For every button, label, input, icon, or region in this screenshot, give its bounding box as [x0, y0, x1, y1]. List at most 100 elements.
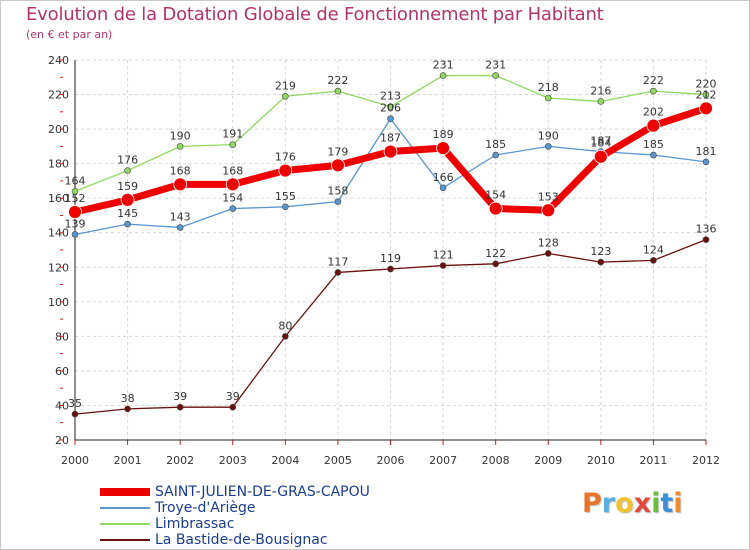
data-point-troye-d-ariege	[387, 115, 394, 123]
data-point-limbrassac	[176, 143, 184, 150]
data-point-troye-d-ariege	[492, 151, 499, 159]
data-label-la-bastide-de-bousignac: 128	[538, 236, 559, 249]
data-point-limbrassac	[282, 92, 289, 100]
data-label-troye-d-ariege: 154	[222, 192, 243, 205]
legend-label: SAINT-JULIEN-DE-GRAS-CAPOU	[155, 484, 370, 500]
data-label-la-bastide-de-bousignac: 39	[226, 390, 240, 403]
data-label-saint-julien-de-gras-capou: 152	[65, 192, 86, 205]
x-tick-label: 2006	[377, 454, 405, 467]
data-label-saint-julien-de-gras-capou: 179	[327, 145, 348, 158]
legend: SAINT-JULIEN-DE-GRAS-CAPOU Troye-d'Ariège…	[100, 484, 420, 548]
y-tick-label: 180	[48, 158, 69, 171]
data-label-la-bastide-de-bousignac: 123	[590, 245, 611, 258]
data-label-saint-julien-de-gras-capou: 212	[696, 88, 717, 101]
logo-letter: P	[582, 488, 602, 519]
legend-swatch	[100, 539, 150, 541]
data-label-la-bastide-de-bousignac: 122	[485, 247, 506, 260]
data-label-limbrassac: 191	[222, 128, 243, 141]
data-label-limbrassac: 222	[327, 74, 348, 87]
data-label-la-bastide-de-bousignac: 39	[173, 390, 187, 403]
data-label-troye-d-ariege: 185	[485, 138, 506, 151]
data-label-saint-julien-de-gras-capou: 176	[275, 151, 296, 164]
data-point-saint-julien-de-gras-capou	[278, 163, 293, 178]
x-tick-label: 2009	[534, 454, 562, 467]
data-point-limbrassac	[597, 98, 605, 105]
legend-item-limbrassac: Limbrassac	[100, 516, 420, 532]
proxiti-logo: Proxiti	[582, 488, 683, 519]
legend-label: La Bastide-de-Bousignac	[155, 532, 328, 548]
data-point-troye-d-ariege	[439, 184, 447, 192]
legend-item-troye-d-ariege: Troye-d'Ariège	[100, 500, 420, 516]
data-point-la-bastide-de-bousignac	[650, 257, 657, 264]
data-point-saint-julien-de-gras-capou	[436, 141, 450, 155]
data-point-saint-julien-de-gras-capou	[225, 177, 240, 192]
y-tick-label: 220	[48, 89, 69, 102]
data-point-saint-julien-de-gras-capou	[120, 193, 135, 207]
legend-swatch	[100, 523, 150, 525]
data-point-la-bastide-de-bousignac	[597, 258, 605, 266]
data-label-limbrassac: 164	[65, 174, 86, 187]
x-tick-label: 2008	[482, 454, 510, 467]
data-label-troye-d-ariege: 155	[275, 190, 296, 203]
data-point-la-bastide-de-bousignac	[702, 236, 710, 243]
x-tick-label: 2005	[324, 454, 352, 467]
data-label-troye-d-ariege: 187	[590, 135, 611, 148]
data-point-limbrassac	[702, 91, 710, 98]
y-tick-label: 200	[48, 123, 69, 136]
data-point-limbrassac	[124, 167, 131, 174]
data-point-la-bastide-de-bousignac	[176, 403, 184, 411]
y-tick-label: 100	[48, 296, 69, 309]
data-label-troye-d-ariege: 166	[433, 171, 454, 184]
series-lines	[68, 72, 713, 418]
data-point-troye-d-ariege	[334, 198, 342, 205]
data-point-la-bastide-de-bousignac	[229, 403, 237, 411]
series-line-saint-julien-de-gras-capou	[71, 104, 710, 216]
logo-letter: x	[633, 488, 652, 519]
data-point-limbrassac	[492, 72, 499, 79]
logo-letter: r	[601, 488, 616, 519]
data-point-saint-julien-de-gras-capou	[383, 144, 398, 159]
data-label-limbrassac: 222	[643, 74, 664, 87]
legend-label: Troye-d'Ariège	[155, 500, 256, 516]
data-labels: 35 38 39 39 80 117 119 121 122 128 123 124 136 139 145…	[65, 59, 717, 411]
data-label-la-bastide-de-bousignac: 35	[68, 397, 82, 410]
data-point-saint-julien-de-gras-capou	[173, 177, 188, 192]
data-point-saint-julien-de-gras-capou	[699, 101, 713, 116]
data-point-troye-d-ariege	[282, 203, 289, 211]
x-tick-label: 2010	[587, 454, 615, 467]
data-point-la-bastide-de-bousignac	[124, 405, 131, 413]
x-tick-label: 2003	[219, 454, 247, 467]
legend-label: Limbrassac	[155, 516, 235, 532]
y-tick-label: 240	[48, 54, 69, 67]
data-label-saint-julien-de-gras-capou: 159	[117, 180, 138, 193]
data-label-troye-d-ariege: 139	[65, 217, 86, 230]
data-label-la-bastide-de-bousignac: 38	[121, 392, 135, 405]
data-point-limbrassac	[650, 87, 657, 95]
data-point-saint-julien-de-gras-capou	[488, 201, 503, 216]
data-point-troye-d-ariege	[702, 158, 710, 166]
data-label-la-bastide-de-bousignac: 119	[380, 252, 401, 265]
data-label-limbrassac: 219	[275, 79, 296, 92]
x-tick-label: 2004	[271, 454, 299, 467]
logo-letter: i	[651, 488, 661, 519]
data-label-troye-d-ariege: 206	[380, 102, 401, 115]
data-label-la-bastide-de-bousignac: 117	[327, 255, 348, 268]
data-label-limbrassac: 213	[380, 90, 401, 103]
legend-item-saint-julien-de-gras-capou: SAINT-JULIEN-DE-GRAS-CAPOU	[100, 484, 420, 500]
data-label-limbrassac: 216	[590, 84, 611, 97]
data-point-troye-d-ariege	[229, 205, 237, 212]
data-label-troye-d-ariege: 185	[643, 138, 664, 151]
x-tick-label: 2012	[692, 454, 720, 467]
y-tick-label: 140	[48, 227, 69, 240]
data-label-troye-d-ariege: 181	[696, 145, 717, 158]
data-label-saint-julien-de-gras-capou: 187	[380, 132, 401, 145]
logo-letter: o	[615, 488, 634, 519]
legend-swatch	[100, 507, 150, 509]
data-point-la-bastide-de-bousignac	[492, 260, 499, 268]
data-label-saint-julien-de-gras-capou: 168	[170, 164, 191, 177]
data-label-limbrassac: 220	[696, 78, 717, 91]
data-point-limbrassac	[387, 103, 394, 110]
data-point-limbrassac	[229, 141, 237, 148]
